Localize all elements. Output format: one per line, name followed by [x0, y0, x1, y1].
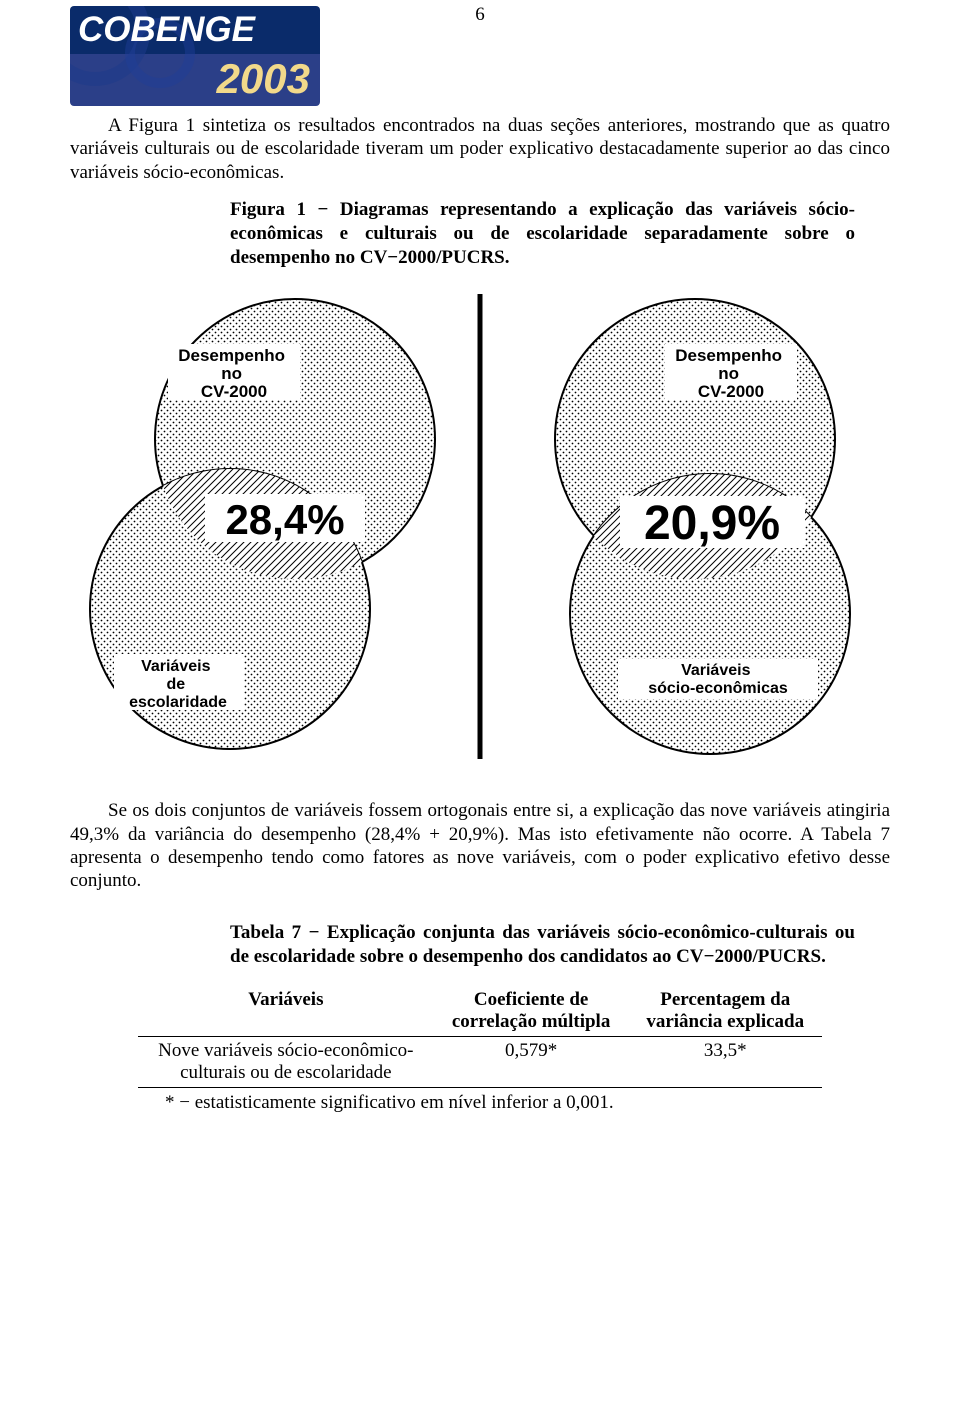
table-row: Nove variáveis sócio-econômico-culturais… — [138, 1037, 822, 1088]
page: COBENGE 2003 6 A Figura 1 sintetiza os r… — [0, 0, 960, 1164]
cell-coef: 0,579* — [434, 1037, 628, 1088]
col-header: Coeficiente decorrelação múltipla — [434, 986, 628, 1037]
logo-year: 2003 — [217, 55, 310, 103]
cell-var: Nove variáveis sócio-econômico-culturais… — [138, 1037, 434, 1088]
table-caption: Tabela 7 − Explicação conjunta das variá… — [230, 921, 855, 969]
table-header-row: Variáveis Coeficiente decorrelação múlti… — [138, 986, 822, 1037]
paragraph-1: A Figura 1 sintetiza os resultados encon… — [70, 114, 890, 184]
paragraph-2: Se os dois conjuntos de variáveis fossem… — [70, 799, 890, 892]
page-header: COBENGE 2003 6 — [70, 0, 890, 120]
col-header: Percentagem davariância explicada — [628, 986, 822, 1037]
left-overlap-value: 28,4% — [225, 496, 344, 543]
venn-figure: Desempenho no CV-2000 Variáveis de escol… — [70, 289, 890, 769]
col-header: Variáveis — [138, 986, 434, 1037]
table-footnote: * − estatisticamente significativo em ní… — [165, 1092, 890, 1114]
logo-title: COBENGE — [78, 10, 316, 50]
table-7: Variáveis Coeficiente decorrelação múlti… — [138, 986, 822, 1088]
cobenge-logo: COBENGE 2003 — [70, 6, 320, 106]
cell-perc: 33,5* — [628, 1037, 822, 1088]
figure-caption: Figura 1 − Diagramas representando a exp… — [230, 198, 855, 269]
right-overlap-value: 20,9% — [644, 497, 780, 550]
